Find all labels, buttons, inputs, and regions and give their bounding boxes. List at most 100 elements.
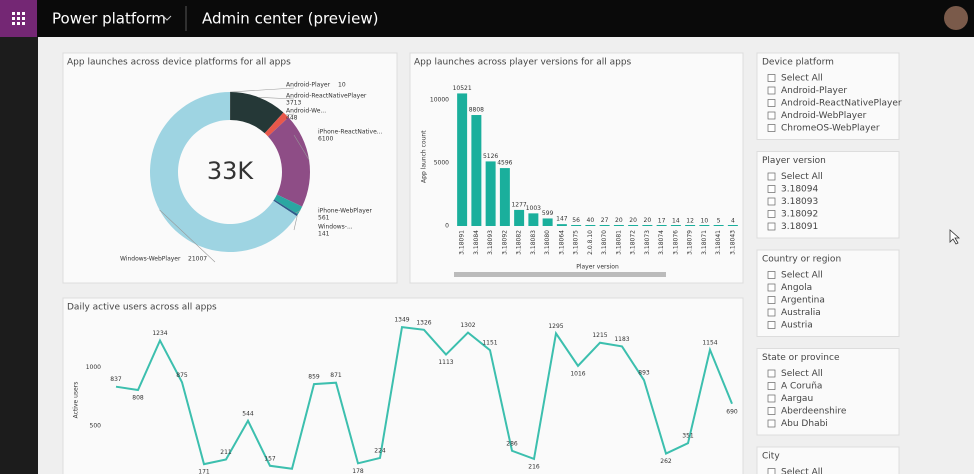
filter-option[interactable]: Select All bbox=[781, 172, 823, 182]
slice-label: Windows-WebPlayer bbox=[120, 256, 181, 263]
slice-value: 21007 bbox=[188, 256, 207, 263]
checkbox[interactable] bbox=[767, 124, 776, 132]
filter-option[interactable]: Aberdeenshire bbox=[781, 407, 847, 417]
filter-option[interactable]: Aargau bbox=[781, 394, 813, 404]
filter-option[interactable]: Android-ReactNativePlayer bbox=[781, 99, 902, 109]
donut-slice bbox=[230, 92, 284, 134]
checkbox[interactable] bbox=[767, 468, 776, 474]
donut-slice bbox=[268, 117, 310, 207]
data-label: 1277 bbox=[511, 201, 526, 208]
filter-option[interactable]: A Coruña bbox=[781, 382, 822, 392]
slice-value: 141 bbox=[318, 231, 330, 238]
bar bbox=[699, 225, 710, 226]
x-tick-label: 3.18083 bbox=[530, 230, 537, 255]
checkbox[interactable] bbox=[767, 419, 776, 428]
data-label: 1154 bbox=[702, 339, 717, 346]
data-label: 211 bbox=[220, 449, 232, 456]
x-tick-label: 3.18072 bbox=[630, 230, 637, 255]
leader-line bbox=[258, 97, 295, 100]
y-tick-label: 1000 bbox=[86, 364, 101, 371]
filter-option[interactable]: Australia bbox=[781, 308, 821, 318]
filter-option[interactable]: ChromeOS-WebPlayer bbox=[781, 124, 880, 134]
filter-option[interactable]: Select All bbox=[781, 271, 823, 281]
filter-panel bbox=[756, 348, 900, 436]
line bbox=[115, 326, 733, 470]
x-tick-label: 3.18073 bbox=[644, 230, 651, 255]
avatar[interactable] bbox=[944, 6, 968, 30]
x-tick-label: 3.18091 bbox=[459, 230, 466, 255]
x-tick-label: 3.18076 bbox=[672, 230, 679, 255]
data-label: 17 bbox=[658, 217, 666, 224]
filter-option[interactable]: Select All bbox=[781, 369, 823, 379]
x-tick-label: 3.18082 bbox=[516, 230, 523, 255]
checkbox[interactable] bbox=[767, 283, 776, 292]
data-label: 599 bbox=[542, 210, 554, 217]
filter-title: State or province bbox=[762, 353, 840, 363]
filter-option[interactable]: Argentina bbox=[781, 296, 825, 306]
filter-option[interactable]: 3.18091 bbox=[781, 222, 818, 232]
data-label: 1003 bbox=[526, 205, 541, 212]
checkbox[interactable] bbox=[767, 407, 776, 415]
x-axis-label: Player version bbox=[576, 264, 619, 271]
x-tick-label: 3.18074 bbox=[658, 230, 665, 255]
bar bbox=[528, 213, 539, 226]
data-label: 1234 bbox=[152, 330, 167, 337]
checkbox[interactable] bbox=[767, 321, 776, 329]
checkbox[interactable] bbox=[767, 296, 776, 304]
x-tick-label: 3.18075 bbox=[573, 230, 580, 255]
filter-option[interactable]: Austria bbox=[781, 321, 813, 331]
y-axis-label: Active users bbox=[73, 382, 80, 419]
filter-option[interactable]: Abu Dhabi bbox=[781, 419, 828, 429]
filter-option[interactable]: 3.18092 bbox=[781, 210, 818, 220]
filter-option[interactable]: Android-WebPlayer bbox=[781, 111, 867, 121]
data-label: 808 bbox=[132, 395, 144, 402]
filter-option[interactable]: Android-Player bbox=[781, 86, 847, 96]
data-label: 5 bbox=[717, 217, 721, 224]
product-name[interactable]: Power platform bbox=[52, 10, 166, 28]
donut-slice bbox=[149, 92, 297, 252]
data-label: 4596 bbox=[497, 160, 512, 167]
checkbox[interactable] bbox=[767, 382, 776, 390]
scrollbar[interactable] bbox=[454, 272, 666, 277]
data-label: 224 bbox=[374, 447, 386, 454]
filter-panel bbox=[756, 249, 900, 337]
slice-label: Android-Player bbox=[286, 82, 331, 89]
checkbox[interactable] bbox=[767, 111, 776, 120]
checkbox[interactable] bbox=[767, 99, 776, 107]
x-tick-label: 3.18081 bbox=[615, 230, 622, 255]
filter-option[interactable]: 3.18093 bbox=[781, 197, 818, 207]
checkbox[interactable] bbox=[767, 222, 776, 231]
filter-option[interactable]: Select All bbox=[781, 468, 823, 474]
checkbox[interactable] bbox=[767, 74, 776, 82]
x-tick-label: 3.18084 bbox=[473, 230, 480, 255]
leader-line bbox=[230, 87, 295, 93]
checkbox[interactable] bbox=[767, 308, 776, 317]
checkbox[interactable] bbox=[767, 172, 776, 181]
filter-option[interactable]: 3.18094 bbox=[781, 185, 818, 195]
left-nav bbox=[0, 37, 38, 474]
waffle-icon bbox=[12, 12, 25, 25]
data-label: 1326 bbox=[416, 319, 431, 326]
checkbox[interactable] bbox=[767, 394, 776, 403]
filter-option[interactable]: Select All bbox=[781, 74, 823, 84]
y-tick-label: 5000 bbox=[434, 160, 449, 167]
filter-option[interactable]: Angola bbox=[781, 283, 812, 293]
chevron[interactable] bbox=[162, 15, 172, 21]
donut-slice bbox=[264, 112, 289, 137]
data-label: 178 bbox=[352, 468, 364, 474]
bar bbox=[642, 225, 653, 226]
checkbox[interactable] bbox=[767, 197, 776, 206]
checkbox[interactable] bbox=[767, 86, 776, 95]
filter-title: Country or region bbox=[762, 255, 841, 265]
checkbox[interactable] bbox=[767, 369, 776, 378]
x-tick-label: 3.18093 bbox=[487, 230, 494, 255]
checkbox[interactable] bbox=[767, 185, 776, 193]
checkbox[interactable] bbox=[767, 271, 776, 279]
bar bbox=[542, 218, 553, 226]
bar bbox=[485, 161, 496, 226]
checkbox[interactable] bbox=[767, 210, 776, 218]
donut-slice bbox=[273, 199, 298, 217]
filter-title: Player version bbox=[762, 156, 826, 166]
bar bbox=[514, 209, 525, 226]
